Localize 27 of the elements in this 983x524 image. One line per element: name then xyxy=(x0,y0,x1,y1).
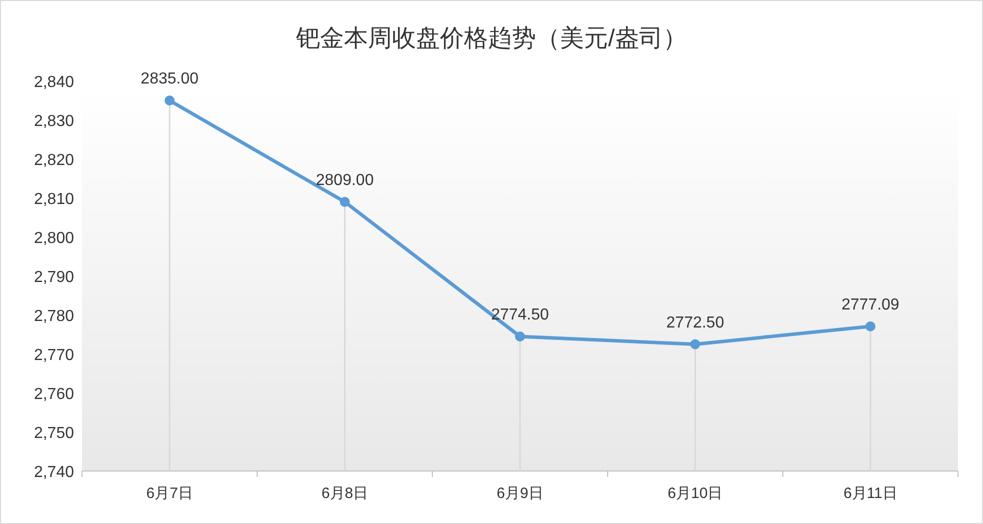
y-tick-label: 2,760 xyxy=(34,386,74,403)
y-tick-label: 2,750 xyxy=(34,425,74,442)
y-tick-label: 2,800 xyxy=(34,230,74,247)
point xyxy=(515,331,525,342)
x-tick-label: 6月8日 xyxy=(321,485,368,502)
point xyxy=(340,196,350,207)
point xyxy=(164,96,175,106)
x-tick-label: 6月9日 xyxy=(496,485,544,502)
chart-title: 钯金本周收盘价格趋势（美元/盎司） xyxy=(295,25,687,52)
y-tick-label: 2,770 xyxy=(34,347,74,364)
y-tick-label: 2,740 xyxy=(34,464,74,481)
text: 2774.50 xyxy=(491,306,549,324)
x-tick-label: 6月11日 xyxy=(843,485,898,502)
y-tick-label: 2,790 xyxy=(34,269,74,286)
x-tick-label: 6月10日 xyxy=(668,485,723,502)
text: 2835.00 xyxy=(140,70,199,88)
y-tick-label: 2,820 xyxy=(34,152,74,169)
point xyxy=(865,321,876,332)
x-tick-label: 6月7日 xyxy=(146,485,193,502)
point xyxy=(690,339,700,350)
y-tick-label: 2,810 xyxy=(34,191,74,208)
text: 2772.50 xyxy=(666,314,724,332)
y-tick-label: 2,830 xyxy=(34,113,74,130)
y-tick-label: 2,780 xyxy=(34,308,74,325)
text: 2809.00 xyxy=(316,172,374,189)
y-tick-label: 2,840 xyxy=(34,74,74,91)
text: 2777.09 xyxy=(841,296,900,314)
